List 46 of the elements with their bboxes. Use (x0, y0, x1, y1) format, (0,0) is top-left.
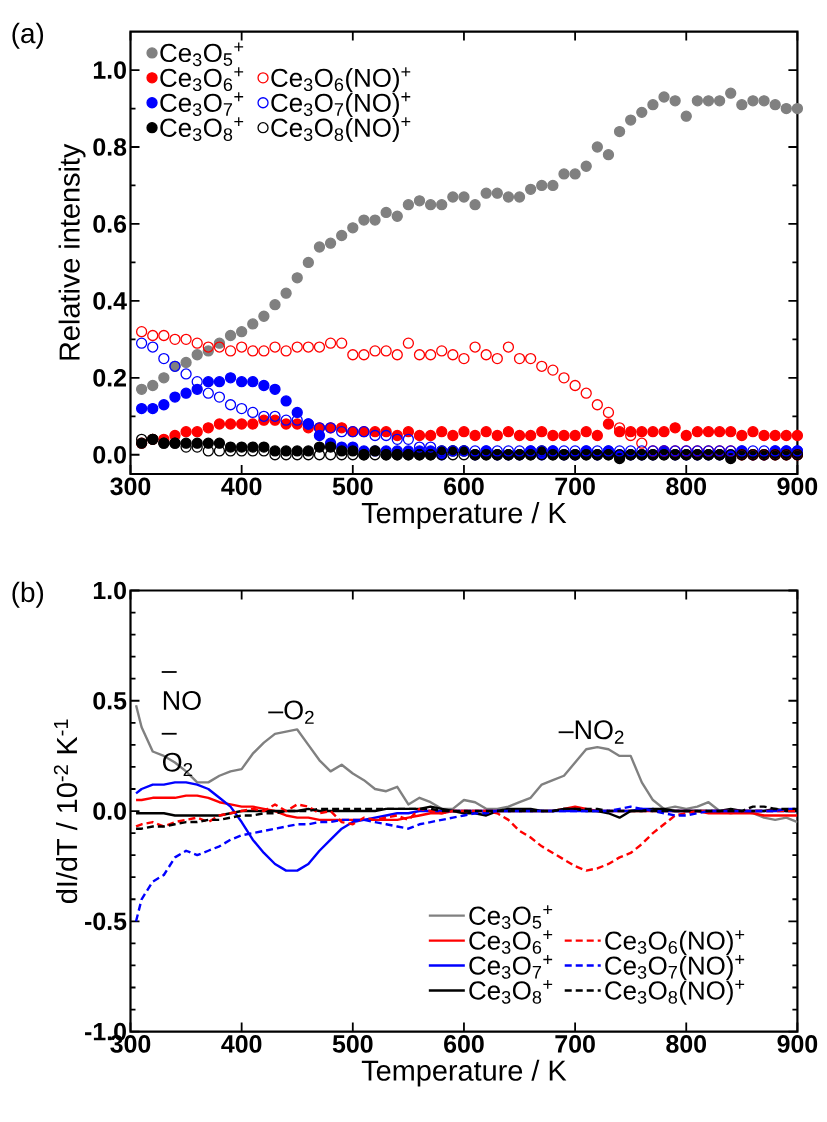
x-tick-label: 700 (555, 1035, 595, 1053)
x-tick-label: 300 (110, 477, 151, 496)
x-tick-label: 900 (777, 477, 818, 496)
annotation: –NO$_{2}$ (558, 720, 624, 744)
y-tick-label: -0.5 (85, 912, 127, 931)
x-tick-label: 500 (332, 477, 373, 496)
y-tick-label: 0.2 (93, 369, 126, 387)
legend-label: Ce$_{3}$O$_{5}$+ (160, 42, 244, 67)
x-tick-label: 800 (666, 477, 706, 496)
legend-label: Ce$_{3}$O$_{8}$+ (469, 980, 553, 1004)
legend-label: Ce$_{3}$O$_{5}$+ (469, 905, 553, 929)
legend-label: Ce$_{3}$O$_{6}$(NO)$^{+}$ (271, 67, 411, 93)
x-tick-label: 800 (666, 1035, 706, 1053)
x-tick-label: 400 (221, 477, 262, 496)
y-tick-label: 0.8 (93, 138, 127, 156)
x-tick-label: 700 (555, 477, 595, 496)
legend-label: Ce$_{3}$O$_{7}$(NO)$^{+}$ (605, 955, 745, 980)
legend-label: Ce$_{3}$O$_{7}$(NO)$^{+}$ (271, 92, 411, 118)
x-tick-label: 400 (221, 1035, 262, 1053)
annotation: –O$_{2}$ (268, 700, 314, 724)
y-tick-label: 0.4 (93, 292, 127, 310)
y-tick-label: 0.5 (93, 691, 127, 710)
y-axis-title: dI/dT / 10$^{-2}$ K$^{-1}$ (53, 719, 78, 903)
x-tick-label: 500 (332, 1035, 373, 1053)
y-tick-label: 0.6 (93, 215, 127, 233)
y-tick-label: 1.0 (93, 61, 126, 79)
y-tick-label: 1.0 (93, 581, 126, 600)
legend-label: Ce$_{3}$O$_{8}$+ (160, 117, 244, 141)
chart-title: (b) (12, 581, 44, 608)
chart-title: (a) (12, 22, 44, 49)
legend-label: Ce$_{3}$O$_{7}$+ (160, 92, 244, 117)
legend-label: Ce$_{3}$O$_{8}$(NO)$^{+}$ (605, 980, 745, 1005)
y-tick-label: 0.0 (93, 802, 126, 820)
legend-label: Ce$_{3}$O$_{6}$+ (160, 67, 244, 92)
annotation: –NO –O$_{2}$ (161, 671, 201, 777)
x-tick-label: 600 (444, 477, 484, 496)
legend-label: Ce$_{3}$O$_{6}$(NO)$^{+}$ (605, 930, 745, 955)
x-tick-label: 900 (777, 1035, 818, 1053)
x-axis-title: Temperature / K (361, 502, 567, 529)
x-tick-label: 600 (444, 1035, 484, 1053)
legend-label: Ce$_{3}$O$_{6}$+ (469, 930, 553, 954)
x-axis-title: Temperature / K (361, 1059, 567, 1087)
legend-label: Ce$_{3}$O$_{8}$(NO)$^{+}$ (271, 117, 411, 143)
legend-label: Ce$_{3}$O$_{7}$+ (469, 955, 553, 979)
y-tick-label: 0.0 (93, 445, 126, 464)
y-axis-title: Relative intensity (58, 143, 86, 360)
